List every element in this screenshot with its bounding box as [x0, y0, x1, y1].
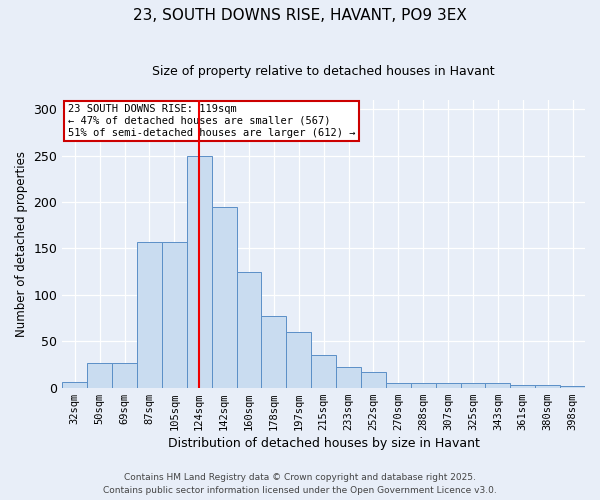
Bar: [311, 355, 336, 388]
Bar: [361, 372, 386, 388]
Y-axis label: Number of detached properties: Number of detached properties: [15, 151, 28, 337]
Text: 23, SOUTH DOWNS RISE, HAVANT, PO9 3EX: 23, SOUTH DOWNS RISE, HAVANT, PO9 3EX: [133, 8, 467, 22]
Bar: [162, 242, 187, 388]
Bar: [436, 383, 461, 388]
Bar: [560, 386, 585, 388]
Bar: [87, 362, 112, 388]
Text: Contains HM Land Registry data © Crown copyright and database right 2025.
Contai: Contains HM Land Registry data © Crown c…: [103, 474, 497, 495]
Bar: [461, 383, 485, 388]
Bar: [112, 362, 137, 388]
Bar: [485, 383, 511, 388]
Bar: [236, 272, 262, 388]
Bar: [336, 368, 361, 388]
Title: Size of property relative to detached houses in Havant: Size of property relative to detached ho…: [152, 65, 495, 78]
Bar: [286, 332, 311, 388]
Bar: [535, 385, 560, 388]
X-axis label: Distribution of detached houses by size in Havant: Distribution of detached houses by size …: [168, 437, 479, 450]
Bar: [62, 382, 87, 388]
Bar: [511, 385, 535, 388]
Bar: [212, 206, 236, 388]
Bar: [386, 383, 411, 388]
Text: 23 SOUTH DOWNS RISE: 119sqm
← 47% of detached houses are smaller (567)
51% of se: 23 SOUTH DOWNS RISE: 119sqm ← 47% of det…: [68, 104, 355, 138]
Bar: [137, 242, 162, 388]
Bar: [187, 156, 212, 388]
Bar: [262, 316, 286, 388]
Bar: [411, 383, 436, 388]
